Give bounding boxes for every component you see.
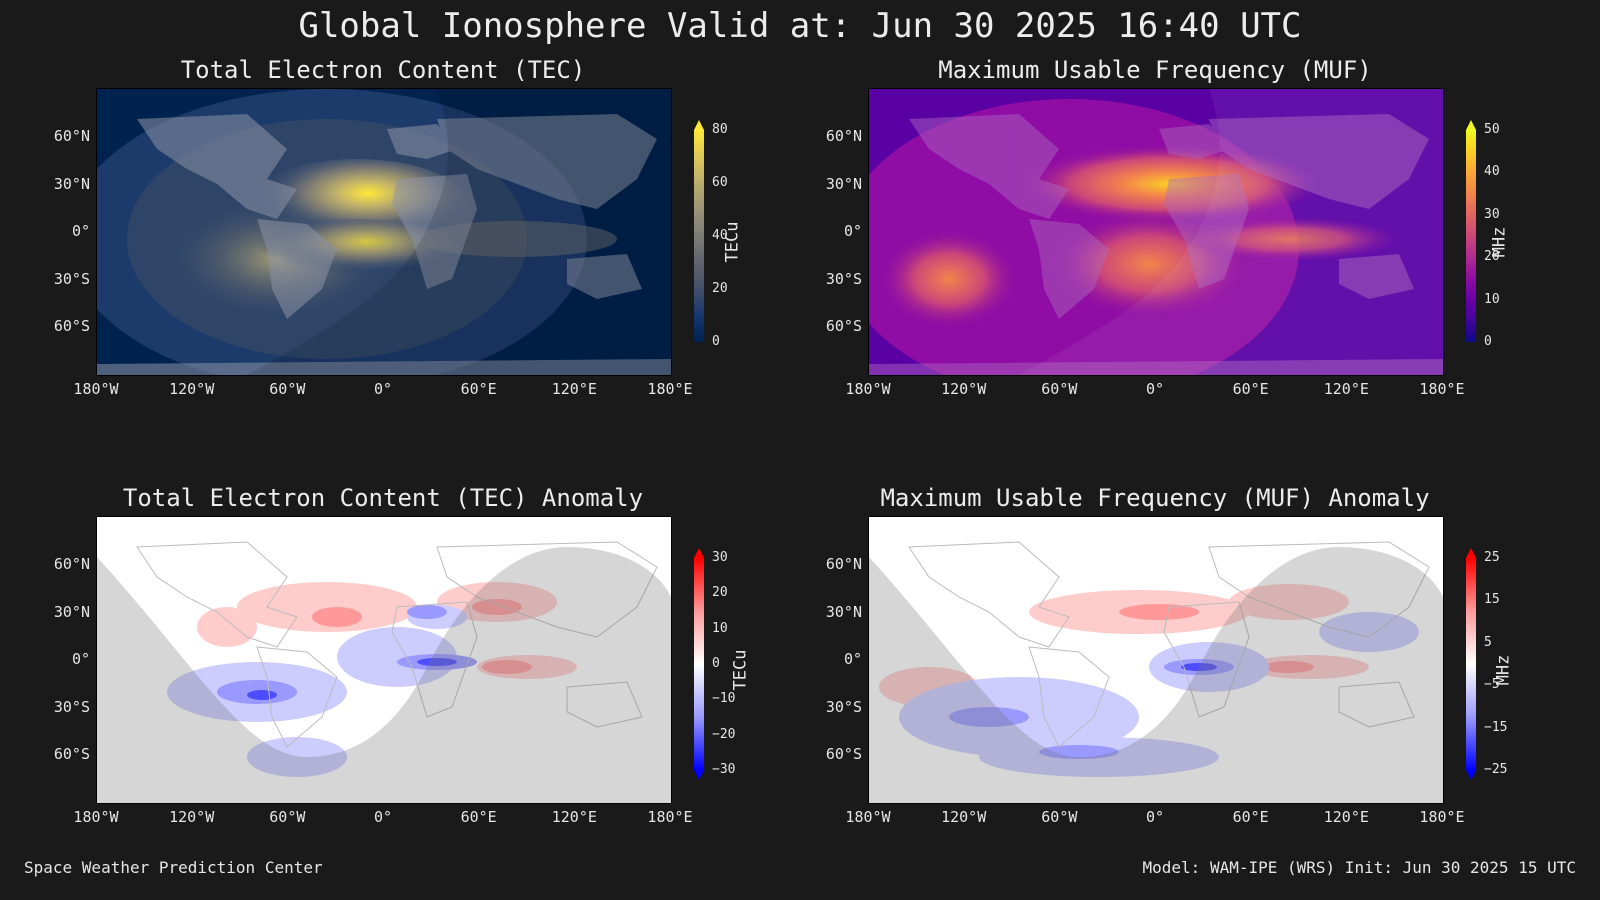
colorbar-tick-label: 10 (712, 620, 728, 636)
colorbar-muf (1466, 130, 1476, 342)
lon-tick-label: 180°E (1419, 380, 1465, 398)
lon-tick-label: 180°W (845, 380, 891, 398)
lat-tick-label: 60°S (825, 317, 862, 335)
colorbar-label: TECu (730, 649, 751, 691)
colorbar-tick-label: 60 (712, 175, 728, 190)
colorbar-tick-label: 20 (712, 281, 728, 296)
colorbar-tick-label: 20 (1484, 249, 1500, 265)
lat-tick-label: 60°N (53, 127, 90, 145)
lon-tick-label: 60°W (1041, 380, 1078, 398)
map-muf[interactable] (868, 88, 1444, 376)
colorbar-tick-label: 30 (712, 550, 728, 565)
lon-tick-label: 180°E (1419, 808, 1465, 826)
lon-tick-label: 180°W (845, 808, 891, 826)
colorbar-tick-label: 20 (712, 585, 728, 601)
lat-tick-label: 30°S (825, 697, 862, 716)
colorbar-label: MHz (1493, 654, 1514, 686)
colorbar-tick-label: 30 (1484, 206, 1500, 222)
lon-tick-label: 180°W (73, 808, 119, 826)
panel-title-tec-anomaly: Total Electron Content (TEC) Anomaly (122, 484, 644, 512)
lon-tick-label: 120°E (1323, 808, 1369, 826)
colorbar-tick-label: 5 (1484, 634, 1492, 650)
lat-tick-label: 30°S (53, 269, 90, 288)
lat-tick-label: 60°S (53, 745, 90, 763)
colorbar-max-extend-icon (694, 548, 704, 558)
colorbar-tick-label: 0 (1484, 334, 1492, 349)
lat-tick-label: 60°S (53, 317, 90, 335)
lat-tick-label: 0° (71, 650, 90, 668)
colorbar-tick-label: −25 (1484, 762, 1508, 777)
lat-tick-label: 60°N (53, 555, 90, 573)
lat-tick-label: 60°S (825, 745, 862, 763)
lon-tick-label: 120°W (941, 808, 987, 826)
colorbar-tick-label: −15 (1484, 719, 1508, 735)
lat-tick-label: 0° (843, 650, 862, 668)
lat-tick-label: 30°S (825, 269, 862, 288)
lon-tick-label: 180°W (73, 380, 119, 398)
lat-tick-label: 30°S (53, 697, 90, 716)
colorbar-max-extend-icon (694, 120, 704, 130)
lon-tick-label: 60°W (269, 808, 306, 826)
colorbar-tick-label: −30 (712, 762, 736, 777)
lon-tick-label: 60°E (460, 380, 497, 398)
colorbar-min-extend-icon (1466, 770, 1476, 780)
colorbar-tec-anomaly (694, 558, 704, 770)
colorbar-tick-label: 40 (1484, 164, 1500, 180)
colorbar-tick-label: 10 (1484, 291, 1500, 307)
panel-title-muf: Maximum Usable Frequency (MUF) (938, 56, 1372, 84)
colorbar-tick-label: 15 (1484, 592, 1500, 608)
lat-tick-label: 30°N (53, 174, 90, 193)
lon-tick-label: 0° (373, 380, 393, 398)
colorbar-label: TECu (722, 221, 743, 263)
lon-tick-label: 60°W (1041, 808, 1078, 826)
colorbar-tec (694, 130, 704, 342)
lon-tick-label: 60°E (1232, 380, 1269, 398)
lat-tick-label: 30°N (825, 602, 862, 621)
lon-tick-label: 60°E (460, 808, 497, 826)
lon-tick-label: 120°E (551, 808, 597, 826)
lon-tick-label: 60°W (269, 380, 306, 398)
lon-tick-label: 0° (1145, 808, 1165, 826)
lon-tick-label: 120°E (551, 380, 597, 398)
lon-tick-label: 120°W (169, 808, 215, 826)
footer-model: Model: WAM-IPE (WRS) Init: Jun 30 2025 1… (1142, 858, 1576, 877)
colorbar-tick-label: −5 (1484, 677, 1500, 693)
colorbar-label: MHz (1489, 226, 1510, 258)
lat-tick-label: 60°N (825, 555, 862, 573)
page-title: Global Ionosphere Valid at: Jun 30 2025 … (298, 6, 1302, 46)
lat-tick-label: 0° (71, 222, 90, 240)
footer-source: Space Weather Prediction Center (24, 858, 323, 877)
map-tec[interactable] (96, 88, 672, 376)
lat-tick-label: 30°N (53, 602, 90, 621)
colorbar-tick-label: −20 (712, 726, 736, 742)
colorbar-tick-label: 40 (712, 228, 728, 243)
lon-tick-label: 120°W (169, 380, 215, 398)
lon-tick-label: 180°E (647, 380, 693, 398)
lon-tick-label: 120°E (1323, 380, 1369, 398)
lon-tick-label: 60°E (1232, 808, 1269, 826)
colorbar-max-extend-icon (1466, 548, 1476, 558)
colorbar-tick-label: 25 (1484, 550, 1500, 565)
lat-tick-label: 30°N (825, 174, 862, 193)
map-muf-anomaly[interactable] (868, 516, 1444, 804)
panel-title-tec: Total Electron Content (TEC) (180, 56, 586, 84)
map-tec-anomaly[interactable] (96, 516, 672, 804)
lon-tick-label: 0° (373, 808, 393, 826)
colorbar-min-extend-icon (694, 770, 704, 780)
panel-title-muf-anomaly: Maximum Usable Frequency (MUF) Anomaly (880, 484, 1430, 512)
colorbar-tick-label: 0 (712, 656, 720, 671)
colorbar-muf-anomaly (1466, 558, 1476, 770)
lon-tick-label: 0° (1145, 380, 1165, 398)
lat-tick-label: 60°N (825, 127, 862, 145)
lat-tick-label: 0° (843, 222, 862, 240)
colorbar-tick-label: −10 (712, 691, 736, 707)
colorbar-tick-label: 0 (712, 334, 720, 349)
colorbar-tick-label: 50 (1484, 122, 1500, 137)
colorbar-tick-label: 80 (712, 122, 728, 137)
lon-tick-label: 180°E (647, 808, 693, 826)
colorbar-max-extend-icon (1466, 120, 1476, 130)
lon-tick-label: 120°W (941, 380, 987, 398)
